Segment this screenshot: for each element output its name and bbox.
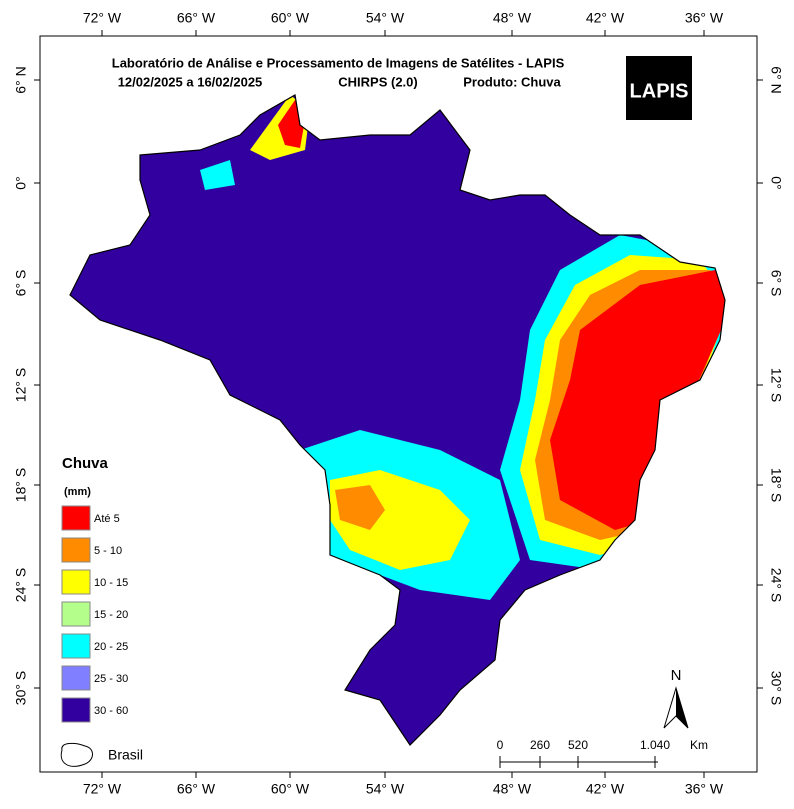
lat-label-right: 6° S <box>768 270 784 297</box>
legend-swatch <box>61 665 91 691</box>
title: Laboratório de Análise e Processamento d… <box>112 55 565 70</box>
lat-label-left: 12° S <box>13 368 29 402</box>
rain-zone <box>335 485 385 530</box>
legend-swatch <box>61 569 91 595</box>
rain-zone <box>550 270 725 530</box>
legend-swatch <box>61 601 91 627</box>
lat-label-right: 24° S <box>768 568 784 602</box>
lon-label-bottom: 60° W <box>271 781 310 797</box>
lon-label-top: 36° W <box>685 10 724 26</box>
lat-label-left: 24° S <box>13 568 29 602</box>
lon-label-bottom: 42° W <box>586 781 625 797</box>
scale-label: 0 <box>497 738 504 752</box>
lon-label-bottom: 66° W <box>177 781 216 797</box>
lat-label-left: 6° S <box>13 270 29 297</box>
north-label: N <box>671 667 682 684</box>
scale-unit: Km <box>690 738 708 752</box>
scale-label: 520 <box>568 738 588 752</box>
lat-label-right: 0° <box>768 176 784 189</box>
lat-label-left: 0° <box>13 176 29 189</box>
rain-zone <box>200 160 235 190</box>
legend-swatch <box>61 505 91 531</box>
legend-label: Até 5 <box>94 513 120 525</box>
lon-label-top: 48° W <box>493 10 532 26</box>
lon-label-top: 42° W <box>586 10 625 26</box>
boundary-key <box>60 742 93 767</box>
logo <box>626 56 692 120</box>
source: CHIRPS (2.0) <box>338 74 417 89</box>
legend-unit: (mm) <box>64 486 91 498</box>
lat-label-right: 18° S <box>768 468 784 502</box>
boundary-label: Brasil <box>108 747 143 763</box>
lat-label-left: 30° S <box>13 671 29 705</box>
lon-label-bottom: 36° W <box>685 781 724 797</box>
legend-label: 25 - 30 <box>94 673 128 685</box>
lon-label-top: 54° W <box>366 10 405 26</box>
scale-label: 260 <box>530 738 550 752</box>
lat-label-right: 6° N <box>768 66 784 93</box>
legend-label: 10 - 15 <box>94 577 128 589</box>
legend-swatch <box>61 697 91 723</box>
legend-title: Chuva <box>62 455 109 472</box>
lon-label-top: 72° W <box>83 10 122 26</box>
legend-label: 20 - 25 <box>94 641 128 653</box>
lon-label-bottom: 54° W <box>366 781 405 797</box>
lon-label-top: 60° W <box>271 10 310 26</box>
logo-text: LAPIS <box>630 80 689 102</box>
lon-label-top: 66° W <box>177 10 216 26</box>
legend-swatch <box>61 537 91 563</box>
lon-label-bottom: 72° W <box>83 781 122 797</box>
legend-swatch <box>61 633 91 659</box>
product: Produto: Chuva <box>463 74 561 89</box>
period: 12/02/2025 a 16/02/2025 <box>118 74 263 89</box>
scale-label: 1.040 <box>640 738 670 752</box>
north-arrow-half <box>676 688 688 728</box>
legend-label: 30 - 60 <box>94 705 128 717</box>
lat-label-right: 12° S <box>768 368 784 402</box>
legend-label: 5 - 10 <box>94 545 122 557</box>
lat-label-right: 30° S <box>768 671 784 705</box>
lon-label-bottom: 48° W <box>493 781 532 797</box>
lat-label-left: 18° S <box>13 468 29 502</box>
lat-label-left: 6° N <box>13 66 29 93</box>
legend-label: 15 - 20 <box>94 609 128 621</box>
